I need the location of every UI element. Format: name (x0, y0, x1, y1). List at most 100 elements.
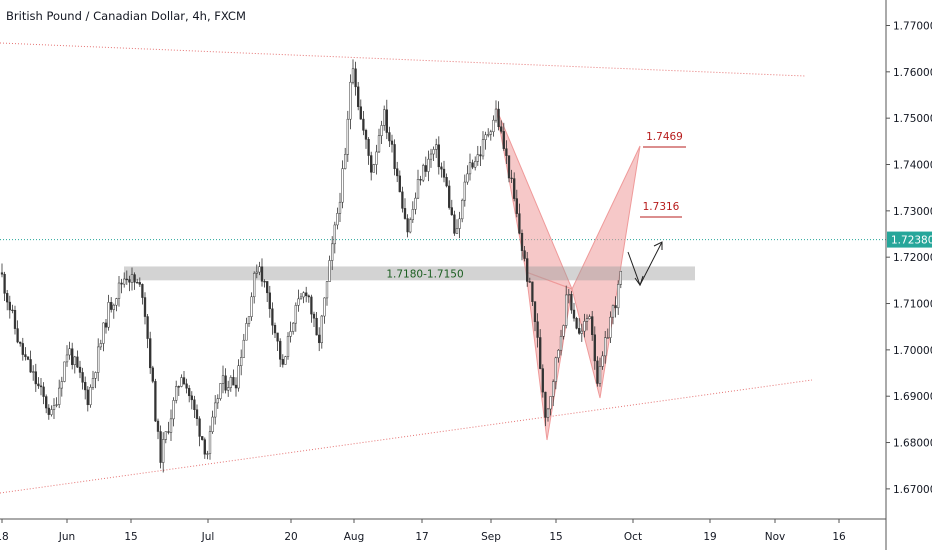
candle-body (182, 377, 186, 385)
candle (416, 169, 420, 200)
candle (289, 321, 292, 343)
current-price-badge (887, 231, 932, 248)
candle (466, 165, 469, 185)
candle (502, 122, 505, 151)
candle-body (393, 144, 396, 169)
candle (167, 421, 170, 435)
candle-body (242, 339, 245, 358)
candle (115, 297, 118, 312)
candle-body (359, 106, 362, 120)
candle-body (601, 355, 604, 367)
candle (292, 322, 295, 335)
candle-body (466, 173, 469, 183)
candle-body (99, 343, 102, 348)
candle-body (156, 420, 160, 432)
candle (606, 328, 609, 339)
candle (359, 99, 362, 120)
candle-body (414, 197, 417, 210)
candle-body (461, 199, 464, 220)
candle (188, 385, 191, 403)
candle (328, 255, 331, 282)
candle-body (164, 431, 167, 440)
candle-body (71, 348, 74, 365)
target-label: 1.7316 (643, 201, 680, 213)
candle-body (216, 398, 219, 404)
x-tick-label: 15 (549, 531, 562, 543)
candle (307, 294, 310, 303)
candle (533, 301, 537, 332)
candle (138, 277, 141, 287)
candle (107, 294, 110, 331)
candle-body (50, 409, 53, 415)
candle-body (544, 391, 547, 418)
candle (528, 277, 531, 283)
x-tick-label: Aug (344, 531, 365, 543)
candle (489, 129, 492, 141)
candle (497, 101, 500, 131)
candle-body (266, 281, 269, 294)
candle (198, 416, 201, 447)
candle-body (372, 164, 375, 173)
candle (541, 364, 544, 398)
candle-body (307, 295, 310, 298)
candle (52, 398, 56, 420)
candle-body (474, 161, 477, 168)
candle (494, 100, 498, 123)
candle-body (190, 395, 193, 401)
candle-body (575, 318, 578, 329)
x-tick-label: 18 (0, 531, 9, 543)
candle-body (536, 321, 539, 338)
candle-body (489, 131, 492, 135)
candle (479, 146, 482, 166)
candle-body (279, 340, 282, 360)
candle (515, 189, 518, 218)
candle (94, 371, 97, 389)
candle-body (138, 282, 141, 285)
candle-body (585, 318, 589, 322)
candle (341, 160, 344, 209)
candle (97, 338, 100, 382)
candle (390, 134, 394, 153)
candle-body (497, 108, 500, 128)
candle (21, 337, 24, 361)
candle (247, 316, 251, 327)
candle-body (260, 266, 264, 282)
candle-body (310, 296, 313, 315)
candle (598, 357, 602, 387)
candle (55, 397, 58, 408)
candle (336, 207, 339, 230)
candle-body (151, 367, 154, 382)
candle-body (32, 371, 35, 373)
candle (286, 332, 290, 360)
candle (37, 377, 40, 389)
candle-body (149, 338, 152, 369)
candle (190, 391, 193, 410)
candle (403, 198, 407, 220)
candle (143, 292, 147, 325)
candle-body (523, 250, 526, 259)
candle (442, 160, 446, 183)
candle-body (318, 334, 321, 344)
candle-body (424, 165, 427, 172)
candle (364, 128, 368, 149)
candle-body (281, 359, 284, 365)
candle (331, 236, 334, 271)
candle-body (440, 166, 443, 170)
candle-body (250, 296, 253, 317)
candle (461, 198, 464, 223)
candle (481, 131, 485, 160)
candle-body (76, 356, 79, 368)
candle (136, 278, 139, 284)
candle (232, 369, 235, 386)
candle (151, 365, 154, 384)
candle-body (383, 109, 386, 126)
candle (242, 333, 245, 358)
candle (580, 323, 583, 342)
candle-body (19, 341, 22, 344)
y-tick-label: 1.77000 (893, 20, 932, 32)
candle-body (26, 356, 30, 360)
candle (476, 145, 479, 166)
y-tick-label: 1.70000 (893, 345, 932, 357)
chart-title: British Pound / Canadian Dollar, 4h, FXC… (6, 9, 246, 23)
